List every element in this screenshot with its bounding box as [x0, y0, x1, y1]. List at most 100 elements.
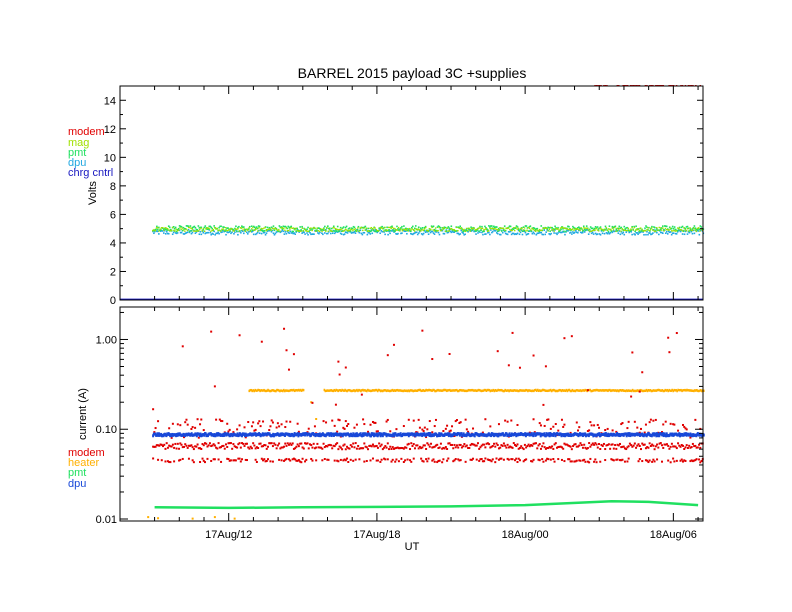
heater-current-point	[549, 388, 552, 392]
modem-current-point	[407, 418, 410, 421]
pmt-voltage-point	[354, 229, 357, 232]
pmt-voltage-point	[594, 226, 597, 228]
pmt-voltage-point	[241, 225, 243, 227]
heater-current-point	[623, 389, 626, 392]
mag-voltage-point	[548, 228, 551, 231]
mag-voltage-point	[189, 226, 191, 229]
dpu-voltage-point	[202, 231, 205, 234]
heater-current-point	[351, 389, 353, 393]
modem-current-point	[549, 458, 552, 461]
heater-current-point	[674, 389, 676, 392]
modem-current-point	[668, 447, 671, 450]
heater-current-point	[370, 389, 373, 393]
modem-current-point	[270, 442, 273, 445]
pmt-voltage-point	[369, 230, 372, 233]
mag-voltage-point	[317, 230, 320, 232]
heater-current-point	[609, 388, 611, 392]
modem-current-point	[640, 427, 643, 430]
dpu-voltage-point	[161, 230, 164, 232]
heater-current-point	[671, 388, 673, 392]
modem-current-point	[465, 444, 468, 447]
modem-current-point	[264, 460, 267, 463]
dpu-current-point	[532, 434, 535, 438]
mag-voltage-point	[200, 227, 202, 230]
heater-current-point	[272, 389, 274, 392]
dpu-voltage-point	[573, 232, 575, 234]
mag-voltage-point	[568, 229, 570, 231]
modem-current-point	[589, 457, 592, 460]
modem-current-point	[337, 460, 340, 463]
dpu-voltage-point	[592, 233, 595, 235]
pmt-voltage-point	[281, 228, 284, 230]
modem-current-point	[459, 459, 462, 462]
modem-current-point	[168, 427, 171, 430]
modem-current-point	[444, 427, 447, 430]
heater-current-point	[401, 389, 404, 393]
dpu-current-point	[355, 432, 358, 436]
dpu-voltage-point	[456, 232, 459, 235]
dpu-voltage-point	[358, 231, 361, 234]
dpu-voltage-point	[423, 229, 426, 232]
modem-current-point	[310, 444, 313, 447]
heater-current-point	[635, 389, 638, 393]
modem-current-point	[673, 423, 676, 426]
dpu-voltage-point	[368, 232, 371, 234]
dpu-voltage-point	[452, 231, 455, 233]
heater-current-point	[412, 389, 415, 393]
dpu-voltage-point	[298, 231, 300, 233]
dpu-voltage-point	[548, 233, 550, 235]
dpu-voltage-point	[267, 229, 270, 232]
modem-current-point	[355, 423, 358, 426]
pmt-voltage-point	[370, 230, 373, 232]
dpu-voltage-point	[212, 233, 214, 235]
modem-current-point	[249, 445, 252, 448]
mag-voltage-point	[234, 228, 237, 230]
dpu-voltage-point	[505, 233, 508, 235]
heater-current-point	[328, 389, 331, 392]
modem-current-series	[152, 327, 704, 464]
pmt-voltage-point	[385, 230, 387, 232]
mag-voltage-point	[244, 230, 247, 233]
modem-current-point	[688, 444, 691, 447]
pmt-voltage-point	[327, 225, 329, 227]
modem-current-point	[457, 446, 460, 449]
modem-current-point	[695, 458, 698, 461]
dpu-current-point	[427, 432, 430, 436]
mag-voltage-point	[614, 226, 616, 229]
modem-current-point	[432, 458, 435, 461]
modem-current-point	[369, 459, 372, 462]
modem-current-point	[412, 443, 415, 446]
mag-voltage-point	[464, 230, 467, 233]
dpu-voltage-point	[296, 229, 298, 231]
modem-current-point	[467, 430, 470, 433]
pmt-voltage-point	[242, 226, 244, 228]
pmt-voltage-point	[585, 225, 588, 227]
dpu-voltage-point	[360, 232, 363, 235]
pmt-voltage-point	[374, 230, 377, 233]
dpu-voltage-point	[438, 233, 441, 236]
modem-current-point	[178, 447, 181, 450]
modem-current-point	[448, 442, 451, 445]
pmt-voltage-point	[295, 230, 297, 233]
pmt-voltage-point	[494, 226, 496, 229]
mag-voltage-point	[224, 226, 227, 229]
heater-current-point	[429, 389, 431, 392]
mag-voltage-point	[484, 228, 486, 231]
modem-current-point	[307, 447, 310, 450]
dpu-voltage-point	[354, 232, 357, 234]
modem-current-point	[682, 423, 685, 426]
heater-current-point	[639, 388, 642, 392]
mag-voltage-point	[580, 227, 583, 229]
dpu-voltage-point	[176, 232, 179, 234]
dpu-current-point	[507, 433, 510, 437]
dpu-voltage-point	[363, 231, 366, 234]
dpu-voltage-point	[649, 232, 651, 234]
pmt-voltage-point	[500, 230, 503, 232]
modem-current-point	[348, 447, 351, 450]
heater-current-point	[529, 389, 531, 392]
modem-current-point	[189, 444, 192, 447]
dpu-voltage-point	[207, 231, 210, 234]
dpu-current-point	[591, 432, 594, 436]
modem-current-point	[559, 445, 562, 448]
dpu-voltage-point	[699, 229, 702, 232]
